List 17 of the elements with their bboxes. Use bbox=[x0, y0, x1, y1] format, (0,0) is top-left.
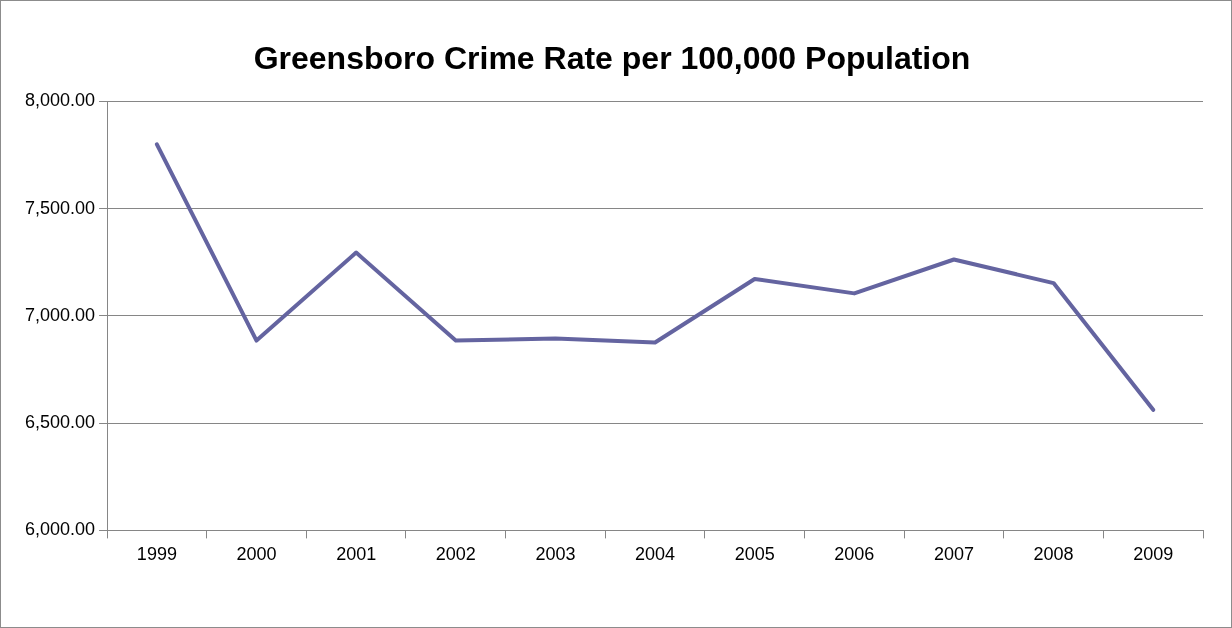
x-tick-label: 2006 bbox=[834, 544, 875, 565]
x-tick-label: 2002 bbox=[435, 544, 476, 565]
x-tick-label: 1999 bbox=[136, 544, 177, 565]
x-tick-label: 2000 bbox=[236, 544, 277, 565]
x-tick-label: 2008 bbox=[1033, 544, 1074, 565]
chart-title: Greensboro Crime Rate per 100,000 Population bbox=[253, 40, 971, 77]
y-tick-label: 6,500.00 bbox=[24, 412, 96, 433]
x-tick-label: 2004 bbox=[635, 544, 676, 565]
x-tick-label: 2003 bbox=[535, 544, 576, 565]
y-tick-label: 6,000.00 bbox=[24, 519, 96, 540]
y-tick-label: 7,000.00 bbox=[24, 304, 96, 325]
y-tick-label: 7,500.00 bbox=[24, 197, 96, 218]
x-tick-label: 2007 bbox=[933, 544, 974, 565]
x-tick-label: 2001 bbox=[336, 544, 377, 565]
x-tick-label: 2005 bbox=[734, 544, 775, 565]
x-tick-label: 2009 bbox=[1133, 544, 1174, 565]
y-tick-label: 8,000.00 bbox=[24, 90, 96, 111]
